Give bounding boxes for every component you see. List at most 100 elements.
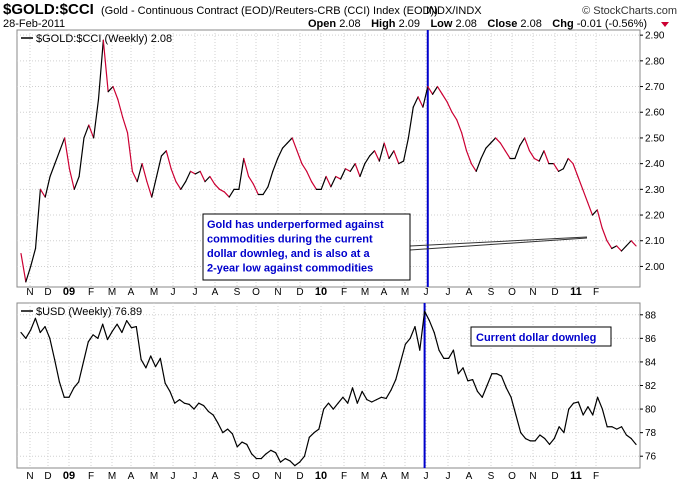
- usd-line-segment: [270, 449, 277, 454]
- gold-cci-line-segment: [369, 150, 376, 157]
- usd-line-segment: [73, 381, 80, 389]
- usd-line-segment: [183, 402, 190, 405]
- usd-line-segment: [404, 337, 411, 345]
- usd-line-segment: [520, 432, 527, 440]
- usd-line-segment: [44, 325, 51, 339]
- gold-cci-line-segment: [349, 163, 356, 172]
- usd-line-segment: [202, 404, 209, 413]
- usd-xtick-label: J: [193, 471, 198, 482]
- chart-exchange: INDX/INDX: [426, 5, 482, 17]
- usd-xtick-label: O: [252, 471, 260, 482]
- gold-cci-line-segment: [417, 96, 424, 108]
- usd-ytick-label: 84: [645, 357, 657, 368]
- gold-cci-line-segment: [122, 116, 129, 134]
- annotation-box: [470, 326, 612, 347]
- usd-line-segment: [265, 449, 272, 455]
- gold-cci-line-segment: [83, 124, 90, 139]
- usd-xtick-label: D: [44, 471, 51, 482]
- gold-cci-line-segment: [359, 163, 366, 178]
- gold-cci-line-segment: [456, 119, 463, 134]
- gold-cci-line-segment: [586, 201, 594, 216]
- usd-legend-label: $USD (Weekly) 76.89: [36, 306, 142, 318]
- usd-line-segment: [409, 325, 416, 339]
- usd-line-segment: [58, 381, 65, 398]
- gold-cci-line-segment: [146, 181, 153, 198]
- usd-line-segment: [553, 426, 560, 440]
- gold-cci-ytick-label: 2.20: [645, 211, 665, 222]
- usd-line-segment: [198, 402, 205, 407]
- gold-cci-line-segment: [388, 150, 395, 160]
- usd-line-segment: [92, 334, 99, 339]
- gold-cci-line-segment: [528, 150, 535, 160]
- gold-cci-line-segment: [25, 265, 32, 283]
- brand-watermark: © StockCharts.com: [582, 5, 677, 17]
- gold-cci-line-segment: [412, 96, 419, 108]
- gold-cci-line-segment: [238, 157, 245, 190]
- usd-line-segment: [207, 410, 214, 416]
- gold-cci-xtick-label: J: [171, 287, 176, 298]
- usd-line-segment: [462, 367, 469, 382]
- gold-cci-line-segment: [427, 85, 434, 95]
- usd-line-segment: [140, 358, 147, 369]
- gold-cci-line-segment: [625, 240, 632, 247]
- usd-line-segment: [34, 317, 41, 334]
- usd-line-segment: [438, 349, 445, 359]
- usd-ytick-label: 80: [645, 405, 657, 416]
- usd-xtick-label: A: [128, 471, 135, 482]
- gold-cci-line-segment: [59, 137, 66, 152]
- usd-line-segment: [111, 323, 118, 332]
- usd-line-segment: [390, 379, 397, 391]
- gold-cci-line-segment: [616, 245, 623, 252]
- gold-cci-xtick-label: M: [361, 287, 369, 298]
- usd-line-segment: [284, 457, 291, 462]
- gold-cci-line-segment: [373, 150, 380, 162]
- usd-line-segment: [496, 373, 503, 377]
- usd-line-segment: [361, 390, 368, 401]
- gold-cci-line-segment: [296, 150, 303, 165]
- panel-gold-cci: 2.00 2.10 2.20 2.30 2.40 2.50 2.60 2.70 2.80 2.90…: [16, 29, 665, 298]
- gold-cci-line-segment: [465, 150, 472, 165]
- usd-line-segment: [87, 334, 94, 343]
- gold-cci-line-segment: [451, 111, 458, 121]
- usd-line-segment: [592, 396, 599, 416]
- usd-line-segment: [260, 453, 267, 460]
- usd-line-segment: [121, 320, 128, 334]
- open-label: Open: [308, 18, 336, 30]
- usd-line-segment: [289, 460, 296, 467]
- gold-cci-line-segment: [170, 168, 177, 183]
- usd-xtick-label: J: [446, 471, 451, 482]
- usd-xtick-label: S: [234, 471, 241, 482]
- gold-cci-line-segment: [422, 85, 429, 108]
- usd-line-segment: [476, 390, 483, 398]
- usd-xtick-label: A: [381, 471, 388, 482]
- usd-line-segment: [174, 399, 181, 404]
- gold-cci-xtick-label: A: [128, 287, 135, 298]
- gold-cci-line-segment: [364, 155, 371, 165]
- gold-cci-xtick-label: M: [401, 287, 409, 298]
- gold-cci-line-segment: [538, 150, 545, 162]
- usd-line-segment: [395, 361, 402, 381]
- gold-cci-ytick-label: 2.90: [645, 31, 665, 42]
- gold-cci-ytick-label: 2.70: [645, 82, 665, 93]
- usd-line-segment: [457, 367, 464, 375]
- usd-line-segment: [620, 426, 627, 436]
- usd-ytick-label: 88: [645, 310, 657, 321]
- gold-cci-line-segment: [306, 170, 313, 183]
- gold-cci-line-segment: [88, 124, 95, 139]
- gold-cci-line-segment: [112, 85, 119, 100]
- gold-cci-line-segment: [402, 137, 410, 162]
- gold-cci-line-segment: [533, 157, 540, 162]
- gold-cci-line-segment: [155, 155, 163, 178]
- usd-line-segment: [500, 375, 507, 389]
- chg-label: Chg: [552, 18, 573, 30]
- usd-line-segment: [30, 317, 37, 331]
- gold-cci-line-segment: [591, 209, 598, 216]
- usd-xtick-label: 10: [315, 470, 327, 482]
- gold-cci-line-segment: [107, 85, 114, 93]
- usd-ytick-label: 82: [645, 381, 657, 392]
- usd-line-segment: [356, 390, 363, 404]
- usd-xtick-label: S: [488, 471, 495, 482]
- usd-line-segment: [534, 434, 541, 442]
- gold-cci-line-segment: [432, 85, 439, 95]
- annotation-box: [202, 213, 411, 281]
